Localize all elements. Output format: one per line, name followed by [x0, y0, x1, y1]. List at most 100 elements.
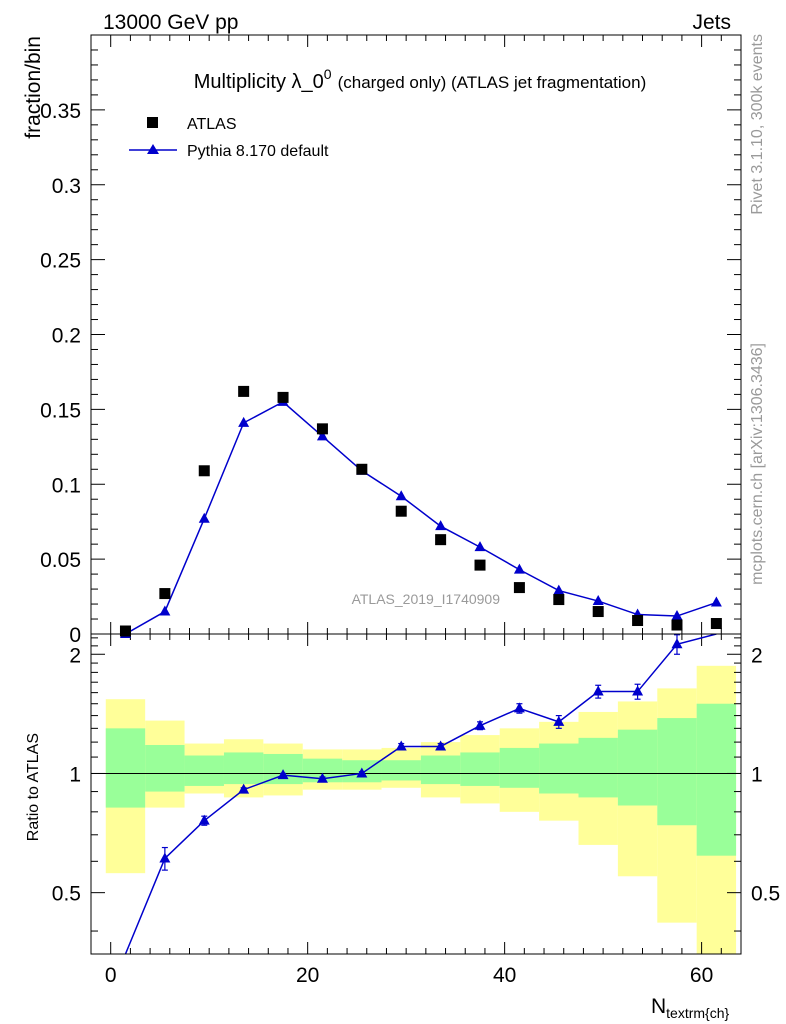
ratio-series-layer	[124, 634, 717, 954]
header-left-label: 13000 GeV pp	[103, 11, 238, 34]
atlas-point	[238, 385, 250, 397]
ratio-clipped-group	[124, 634, 717, 954]
y-tick-label: 0.35	[40, 100, 81, 123]
ratio-pythia-point	[632, 685, 644, 696]
y-tick-label: 0	[69, 624, 81, 647]
header-right-label: Jets	[692, 11, 731, 34]
ratio-y-tick-label-right: 2	[751, 644, 763, 667]
atlas-point	[710, 618, 722, 630]
y-tick-label: 0.25	[40, 250, 81, 273]
atlas-point	[395, 505, 407, 517]
ratio-uncertainty-bands	[91, 665, 741, 954]
ratio-pythia-point	[316, 772, 328, 783]
ratio-pythia-point	[553, 715, 565, 726]
ratio-y-axis-label: Ratio to ATLAS	[25, 733, 42, 841]
ratio-pythia-point	[395, 740, 407, 751]
ratio-band-green	[302, 758, 343, 783]
ratio-band-green	[145, 744, 185, 792]
x-tick-label: 20	[296, 964, 319, 987]
ratio-pythia-point	[671, 638, 683, 649]
atlas-point	[119, 625, 131, 637]
atlas-point	[356, 463, 368, 475]
pythia-line	[125, 400, 717, 635]
ratio-band-green	[617, 729, 658, 806]
y-axis-label: fraction/bin	[22, 36, 45, 139]
ratio-band-green	[420, 755, 461, 785]
ratio-band-green	[499, 747, 540, 788]
side-mcplots-label: mcplots.cern.ch [arXiv:1306.3436]	[749, 343, 766, 585]
ratio-band-green	[460, 752, 500, 786]
ratio-band-green	[381, 760, 421, 781]
atlas-point	[159, 588, 171, 600]
legend-marker-pythia	[147, 144, 159, 154]
x-tick-label: 0	[105, 964, 117, 987]
y-tick-label: 0.15	[40, 399, 81, 422]
series-layer	[119, 385, 722, 638]
atlas-point	[316, 423, 328, 435]
ratio-y-tick-label: 1	[69, 763, 81, 786]
pythia-point	[316, 430, 328, 441]
legend: ATLAS Pythia 8.170 default	[129, 116, 329, 160]
side-rivet-label: Rivet 3.1.10, 300k events	[749, 34, 766, 215]
atlas-point	[592, 606, 604, 618]
y-tick-label: 0.2	[52, 325, 81, 348]
legend-marker-atlas	[147, 117, 158, 128]
ratio-pythia-point	[592, 685, 604, 696]
pythia-point	[198, 512, 210, 523]
atlas-point	[277, 391, 289, 403]
atlas-point	[553, 594, 565, 606]
ratio-band-green	[184, 755, 224, 786]
x-axis-label-main: N	[651, 995, 666, 1018]
y-tick-label: 0.3	[52, 175, 81, 198]
ratio-y-tick-label-right: 0.5	[751, 883, 780, 906]
atlas-point	[632, 615, 644, 627]
atlas-point	[435, 534, 447, 546]
ratio-band-green	[539, 743, 579, 794]
ratio-pythia-point	[238, 783, 250, 794]
pythia-point	[435, 520, 447, 531]
analysis-watermark: ATLAS_2019_I1740909	[352, 591, 501, 607]
pythia-point	[592, 595, 604, 606]
svg-text:Ntextrm{ch}: Ntextrm{ch}	[651, 995, 730, 1021]
ratio-pythia-line	[124, 634, 717, 954]
x-axis-label: Ntextrm{ch}	[651, 995, 730, 1021]
pythia-point	[474, 541, 486, 552]
ratio-band-green	[105, 728, 146, 808]
ratio-band-green	[223, 752, 264, 785]
ratio-y-tick-label: 2	[69, 644, 81, 667]
x-axis-label-sub: textrm{ch}	[666, 1005, 729, 1021]
ratio-pythia-point	[198, 814, 210, 825]
ratio-band-green	[657, 718, 697, 826]
title-sup: 0	[324, 66, 332, 82]
pythia-point	[238, 416, 250, 427]
pythia-point	[671, 610, 683, 621]
y-tick-label: 0.05	[40, 549, 81, 572]
legend-label-pythia: Pythia 8.170 default	[187, 143, 329, 160]
ratio-pythia-point	[474, 719, 486, 730]
atlas-point	[198, 465, 210, 477]
atlas-point	[513, 582, 525, 594]
ratio-y-tick-label: 0.5	[52, 883, 81, 906]
atlas-point	[671, 619, 683, 631]
chart-title: Multiplicity λ_00 (charged only) (ATLAS j…	[194, 66, 647, 93]
title-rest: (charged only) (ATLAS jet fragmentation)	[338, 73, 647, 92]
y-tick-label: 0.1	[52, 474, 81, 497]
svg-text:Multiplicity λ_00(charged only: Multiplicity λ_00 (charged only) (ATLAS j…	[194, 66, 647, 93]
pythia-point	[395, 490, 407, 501]
ratio-pythia-point	[356, 767, 368, 778]
pythia-point	[553, 584, 565, 595]
x-tick-label: 60	[690, 964, 713, 987]
atlas-point	[474, 559, 486, 571]
ratio-plot-frame	[90, 633, 742, 955]
ratio-band-green	[578, 737, 618, 798]
title-main: Multiplicity λ_0	[194, 71, 324, 93]
pythia-point	[710, 596, 722, 607]
ratio-pythia-point	[435, 740, 447, 751]
ratio-pythia-point	[513, 702, 525, 713]
pythia-point	[159, 605, 171, 616]
ratio-pythia-point	[159, 852, 171, 863]
x-tick-label: 40	[493, 964, 516, 987]
ratio-y-tick-label-right: 1	[751, 763, 763, 786]
